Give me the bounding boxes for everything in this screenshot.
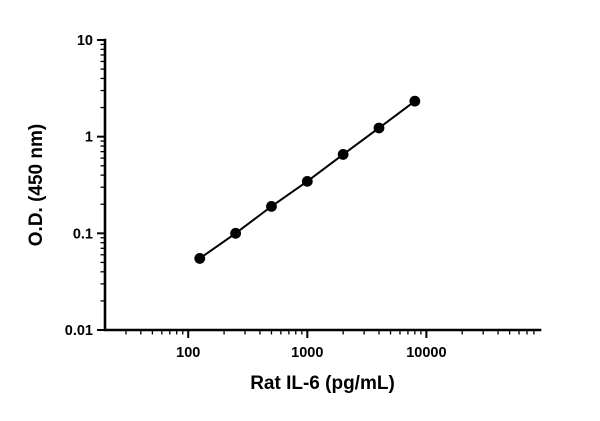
- x-axis-title: Rat IL-6 (pg/mL): [250, 373, 395, 394]
- data-point-marker: [301, 175, 313, 187]
- y-tick-label: 10: [77, 33, 93, 49]
- x-tick-label: 10000: [406, 345, 446, 361]
- data-point-marker: [194, 253, 206, 264]
- y-tick-label: 1: [85, 130, 93, 146]
- data-point-marker: [337, 149, 349, 160]
- data-point-marker: [409, 95, 421, 107]
- data-point-marker: [230, 227, 242, 239]
- y-tick-label: 0.01: [65, 323, 93, 339]
- y-axis-title: O.D. (450 nm): [26, 123, 47, 247]
- y-tick-label: 0.1: [73, 226, 93, 242]
- axes-frame: [103, 38, 542, 332]
- data-point-marker: [266, 200, 277, 212]
- data-point-marker: [373, 122, 385, 134]
- x-tick-label: 1000: [291, 345, 323, 361]
- x-tick-label: 100: [176, 345, 200, 361]
